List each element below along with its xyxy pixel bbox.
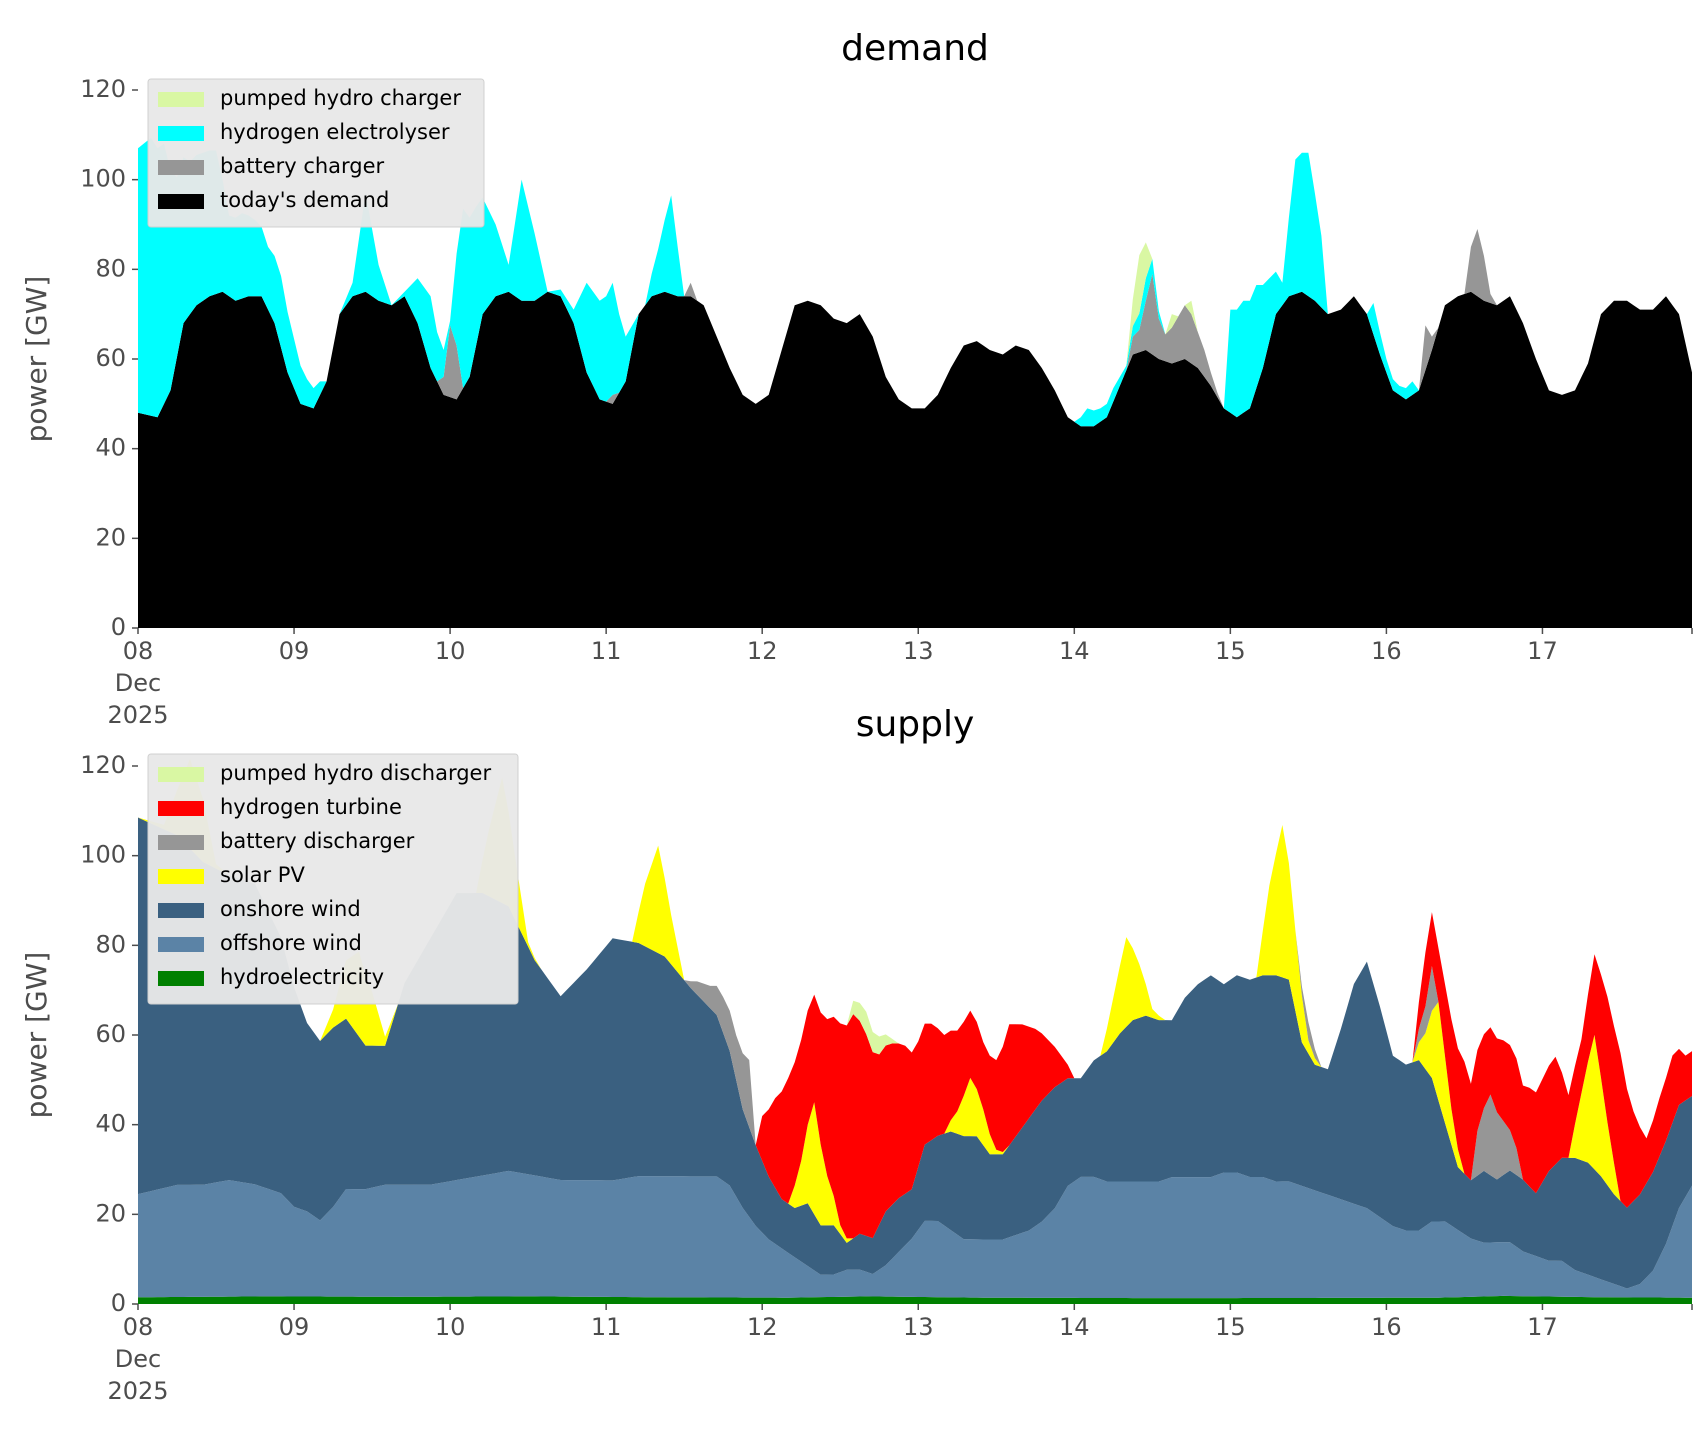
demand-xtick-label: 17 — [1527, 637, 1558, 665]
demand-legend-swatch — [158, 194, 204, 209]
demand-area-hydrogen-electrolyser — [138, 137, 1692, 427]
demand-xtick-label: 15 — [1215, 637, 1246, 665]
demand-xtick-label: Dec — [115, 669, 161, 697]
supply-xtick-label: 08 — [123, 1313, 154, 1341]
demand-xtick-label: 12 — [747, 637, 778, 665]
supply-xtick-label: 16 — [1371, 1313, 1402, 1341]
supply-legend-swatch — [158, 903, 204, 918]
demand-ytick-label: 100 — [80, 165, 126, 193]
supply-areas — [138, 758, 1692, 1304]
demand-ylabel: power [GW] — [20, 276, 53, 443]
supply-legend-label: pumped hydro discharger — [220, 761, 491, 785]
demand-legend-swatch — [158, 160, 204, 175]
demand-title: demand — [841, 28, 989, 69]
demand-legend-label: pumped hydro charger — [220, 86, 461, 110]
supply-legend-label: hydrogen turbine — [220, 795, 402, 819]
supply-legend-swatch — [158, 937, 204, 952]
supply-area-offshore-wind — [138, 1170, 1692, 1299]
supply-ytick-label: 120 — [80, 751, 126, 779]
demand-xtick-label: 10 — [435, 637, 466, 665]
demand-xtick-label: 14 — [1059, 637, 1090, 665]
demand-xtick-label: 2025 — [107, 701, 168, 729]
supply-legend-swatch — [158, 835, 204, 850]
supply-legend-swatch — [158, 801, 204, 816]
supply-legend-label: hydroelectricity — [220, 965, 384, 989]
supply-ytick-label: 80 — [95, 930, 126, 958]
demand-xtick-label: 09 — [279, 637, 310, 665]
demand-legend-label: today's demand — [220, 188, 389, 212]
supply-xtick-label: 10 — [435, 1313, 466, 1341]
supply-legend-box — [147, 753, 519, 1005]
supply-legend-label: solar PV — [220, 863, 305, 887]
supply-xtick-label: 17 — [1527, 1313, 1558, 1341]
supply-xtick-label: 13 — [903, 1313, 934, 1341]
demand-ytick-label: 0 — [111, 613, 126, 641]
demand-xtick-label: 16 — [1371, 637, 1402, 665]
demand-xtick-label: 08 — [123, 637, 154, 665]
demand-ytick-label: 60 — [95, 344, 126, 372]
demand-xtick-label: 13 — [903, 637, 934, 665]
supply-ylabel: power [GW] — [20, 952, 53, 1119]
demand-areas — [138, 137, 1692, 628]
supply-xtick-label: 2025 — [107, 1377, 168, 1405]
demand-panel: demand 0 20 40 60 80 100 120 08 Dec 2025 09 10 11 12 13… — [20, 28, 1693, 729]
supply-legend-swatch — [158, 767, 204, 782]
supply-xtick-label: 09 — [279, 1313, 310, 1341]
demand-ytick-label: 40 — [95, 434, 126, 462]
demand-legend-swatch — [158, 126, 204, 141]
supply-legend: pumped hydro discharger hydrogen turbine b… — [147, 753, 519, 1005]
demand-ytick-label: 120 — [80, 75, 126, 103]
supply-legend-label: onshore wind — [220, 897, 361, 921]
demand-area-today-s-demand — [138, 291, 1692, 628]
supply-ytick-label: 60 — [95, 1020, 126, 1048]
supply-legend-swatch — [158, 869, 204, 884]
demand-ytick-label: 20 — [95, 523, 126, 551]
supply-xtick-label: 12 — [747, 1313, 778, 1341]
supply-xtick-label: Dec — [115, 1345, 161, 1373]
supply-panel: supply 0 20 40 60 80 100 120 08 Dec 2025 09 10 11 12 13… — [20, 704, 1693, 1405]
demand-legend-label: battery charger — [220, 154, 385, 178]
demand-xtick-label: 11 — [591, 637, 622, 665]
supply-legend-swatch — [158, 971, 204, 986]
supply-xtick-label: 14 — [1059, 1313, 1090, 1341]
demand-legend-label: hydrogen electrolyser — [220, 120, 450, 144]
demand-legend-swatch — [158, 92, 204, 107]
supply-area-hydroelectricity — [138, 1295, 1692, 1304]
supply-title: supply — [856, 704, 975, 745]
demand-ytick-label: 80 — [95, 254, 126, 282]
supply-legend-label: offshore wind — [220, 931, 362, 955]
supply-area-hydrogen-turbine — [138, 758, 1692, 1239]
supply-xtick-label: 15 — [1215, 1313, 1246, 1341]
supply-xtick-label: 11 — [591, 1313, 622, 1341]
demand-legend-box — [147, 78, 485, 228]
demand-legend: pumped hydro charger hydrogen electrolyse… — [147, 78, 485, 228]
supply-ytick-label: 0 — [111, 1289, 126, 1317]
supply-ytick-label: 20 — [95, 1199, 126, 1227]
supply-area-onshore-wind — [138, 817, 1692, 1289]
supply-legend-label: battery discharger — [220, 829, 415, 853]
supply-ytick-label: 100 — [80, 841, 126, 869]
supply-ytick-label: 40 — [95, 1110, 126, 1138]
